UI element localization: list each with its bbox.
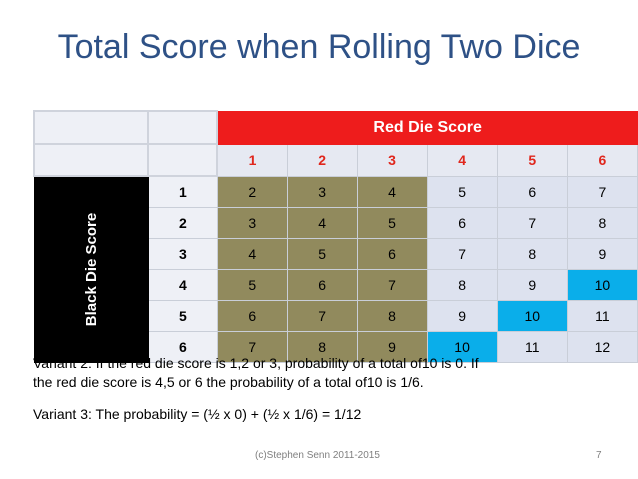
black-die-score-label: Black Die Score [33, 175, 149, 363]
score-cell: 8 [566, 207, 638, 239]
column-head: 2 [286, 143, 358, 177]
score-cell: 9 [356, 331, 428, 363]
column-head: 1 [216, 143, 288, 177]
score-cell: 4 [216, 238, 288, 270]
score-cell-highlight: 10 [496, 300, 568, 332]
score-cell: 11 [566, 300, 638, 332]
table-row: Black Die Score 1 2 3 4 5 6 7 [33, 175, 638, 363]
score-cell: 4 [356, 175, 428, 208]
slide-title: Total Score when Rolling Two Dice [57, 28, 581, 66]
score-cell: 7 [426, 238, 498, 270]
row-head: 6 [147, 331, 218, 363]
table-row: 6 7 8 9 10 11 12 [34, 331, 638, 363]
score-cell: 7 [356, 269, 428, 301]
score-cell: 7 [496, 207, 568, 239]
row-head: 4 [147, 269, 218, 301]
table-row: 5 6 7 8 9 10 11 [34, 300, 638, 332]
variant-2-line-2: the red die score is 4,5 or 6 the probab… [33, 374, 424, 390]
score-cell-highlight: 10 [566, 269, 638, 301]
column-head: 4 [426, 143, 498, 177]
score-cell: 5 [356, 207, 428, 239]
table-row: 2 3 4 5 6 7 8 [34, 207, 638, 239]
table-row: 3 4 5 6 7 8 9 [34, 238, 638, 270]
score-cell: 8 [356, 300, 428, 332]
score-cell: 12 [566, 331, 638, 363]
row-head: 3 [147, 238, 218, 270]
row-head: 2 [147, 207, 218, 239]
column-heads-row: 1 2 3 4 5 6 [32, 143, 638, 177]
variant-2-note: Variant 2: If the red die score is 1,2 o… [33, 354, 479, 392]
score-cell: 11 [496, 331, 568, 363]
score-cell: 6 [286, 269, 358, 301]
red-die-score-header: Red Die Score [216, 110, 638, 145]
row-head: 1 [147, 175, 218, 208]
header-row: Red Die Score [32, 110, 638, 145]
score-cell: 8 [426, 269, 498, 301]
copyright-footer: (c)Stephen Senn 2011-2015 [255, 450, 380, 461]
score-cell: 6 [496, 175, 568, 208]
variant-2-line-1: Variant 2: If the red die score is 1,2 o… [33, 355, 479, 371]
table-row: 4 5 6 7 8 9 10 [34, 269, 638, 301]
score-cell: 8 [286, 331, 358, 363]
score-cell: 7 [286, 300, 358, 332]
score-cell: 3 [286, 175, 358, 208]
score-cell: 4 [286, 207, 358, 239]
score-cell: 9 [566, 238, 638, 270]
score-cell: 5 [426, 175, 498, 208]
corner-cell [32, 143, 150, 177]
corner-cell [147, 143, 219, 177]
corner-cell [147, 110, 219, 145]
column-head: 3 [356, 143, 428, 177]
score-cell: 6 [216, 300, 288, 332]
score-cell: 5 [286, 238, 358, 270]
score-cell: 8 [496, 238, 568, 270]
variant-3-note: Variant 3: The probability = (½ x 0) + (… [33, 406, 362, 422]
dice-score-table: Red Die Score 1 2 3 4 5 6 Black Die Scor… [32, 110, 638, 363]
row-head: 5 [147, 300, 218, 332]
score-cell: 9 [426, 300, 498, 332]
corner-cell [32, 110, 150, 145]
score-cell: 3 [216, 207, 288, 239]
page-number: 7 [596, 450, 602, 461]
black-die-score-text: Black Die Score [82, 212, 100, 327]
score-cell: 9 [496, 269, 568, 301]
column-head: 6 [566, 143, 638, 177]
score-cell: 7 [216, 331, 288, 363]
column-head: 5 [496, 143, 568, 177]
score-cell: 6 [356, 238, 428, 270]
score-cell: 7 [566, 175, 638, 208]
score-cell: 6 [426, 207, 498, 239]
score-cell: 5 [216, 269, 288, 301]
score-cell: 2 [216, 175, 288, 208]
score-cell-highlight: 10 [426, 331, 498, 363]
